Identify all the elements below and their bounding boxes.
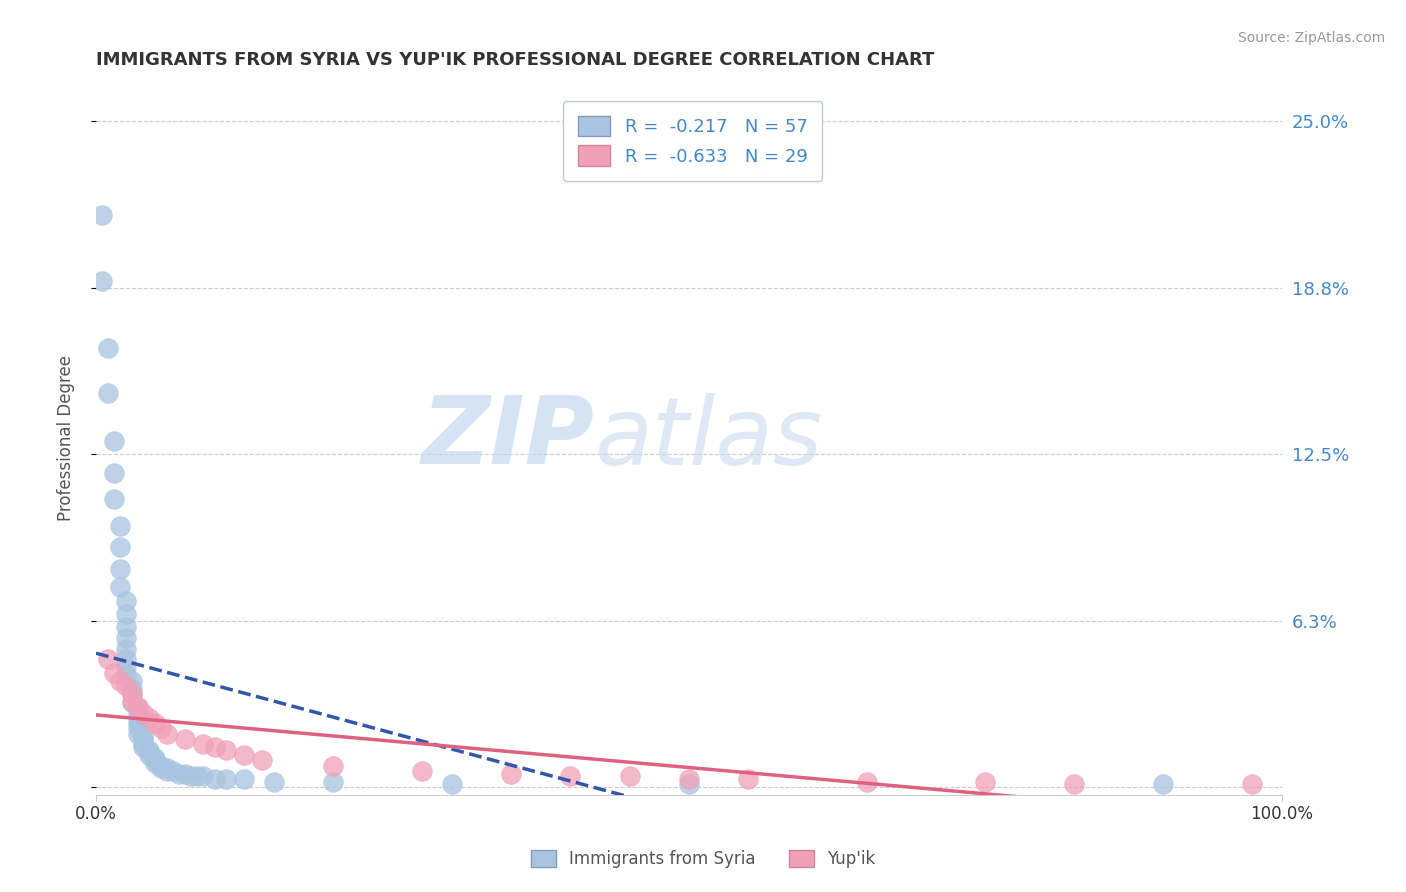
Y-axis label: Professional Degree: Professional Degree bbox=[58, 355, 75, 521]
Point bbox=[150, 722, 173, 736]
Point bbox=[114, 668, 136, 682]
Point bbox=[97, 652, 120, 666]
Point bbox=[322, 758, 344, 772]
Point bbox=[114, 652, 136, 666]
Point bbox=[121, 681, 143, 696]
Point bbox=[114, 593, 136, 607]
Point bbox=[114, 641, 136, 656]
Point bbox=[156, 727, 179, 741]
Point bbox=[138, 748, 160, 763]
Point bbox=[114, 620, 136, 634]
Point bbox=[108, 673, 131, 688]
Point bbox=[233, 772, 256, 786]
Point bbox=[167, 766, 190, 780]
Point bbox=[737, 772, 759, 786]
Text: atlas: atlas bbox=[595, 392, 823, 483]
Point bbox=[322, 774, 344, 789]
Point bbox=[103, 665, 125, 680]
Point bbox=[1152, 777, 1174, 791]
Point bbox=[127, 716, 149, 731]
Point bbox=[204, 740, 226, 755]
Point bbox=[114, 660, 136, 674]
Point bbox=[191, 769, 214, 783]
Point bbox=[108, 519, 131, 533]
Legend: Immigrants from Syria, Yup'ik: Immigrants from Syria, Yup'ik bbox=[524, 843, 882, 875]
Point bbox=[174, 766, 197, 780]
Point bbox=[191, 738, 214, 752]
Point bbox=[132, 730, 155, 744]
Point bbox=[114, 631, 136, 645]
Point bbox=[127, 727, 149, 741]
Point bbox=[250, 754, 273, 768]
Point bbox=[103, 466, 125, 480]
Point bbox=[138, 711, 160, 725]
Text: ZIP: ZIP bbox=[422, 392, 595, 484]
Point bbox=[108, 562, 131, 576]
Point bbox=[162, 764, 184, 778]
Point bbox=[856, 774, 879, 789]
Point bbox=[263, 774, 285, 789]
Point bbox=[127, 706, 149, 720]
Point bbox=[127, 711, 149, 725]
Point bbox=[108, 541, 131, 555]
Point bbox=[132, 740, 155, 755]
Text: IMMIGRANTS FROM SYRIA VS YUP'IK PROFESSIONAL DEGREE CORRELATION CHART: IMMIGRANTS FROM SYRIA VS YUP'IK PROFESSI… bbox=[96, 51, 935, 69]
Legend: R =  -0.217   N = 57, R =  -0.633   N = 29: R = -0.217 N = 57, R = -0.633 N = 29 bbox=[564, 101, 823, 181]
Point bbox=[138, 743, 160, 757]
Point bbox=[121, 687, 143, 701]
Point bbox=[174, 732, 197, 747]
Point bbox=[114, 607, 136, 621]
Point bbox=[97, 386, 120, 401]
Point bbox=[1241, 777, 1264, 791]
Point bbox=[150, 758, 173, 772]
Point bbox=[678, 772, 700, 786]
Point bbox=[180, 769, 202, 783]
Point bbox=[440, 777, 463, 791]
Point bbox=[233, 748, 256, 763]
Point bbox=[143, 756, 166, 770]
Point bbox=[215, 743, 238, 757]
Point bbox=[186, 769, 208, 783]
Point bbox=[127, 700, 149, 714]
Text: Source: ZipAtlas.com: Source: ZipAtlas.com bbox=[1237, 31, 1385, 45]
Point bbox=[132, 706, 155, 720]
Point bbox=[103, 492, 125, 507]
Point bbox=[411, 764, 433, 778]
Point bbox=[678, 777, 700, 791]
Point bbox=[132, 732, 155, 747]
Point bbox=[204, 772, 226, 786]
Point bbox=[150, 761, 173, 775]
Point bbox=[143, 754, 166, 768]
Point bbox=[215, 772, 238, 786]
Point bbox=[560, 769, 582, 783]
Point bbox=[121, 687, 143, 701]
Point bbox=[121, 673, 143, 688]
Point bbox=[97, 341, 120, 355]
Point bbox=[114, 679, 136, 693]
Point bbox=[156, 764, 179, 778]
Point bbox=[138, 746, 160, 760]
Point bbox=[91, 274, 114, 288]
Point bbox=[143, 716, 166, 731]
Point bbox=[103, 434, 125, 448]
Point bbox=[619, 769, 641, 783]
Point bbox=[121, 695, 143, 709]
Point bbox=[121, 695, 143, 709]
Point bbox=[1063, 777, 1085, 791]
Point bbox=[132, 738, 155, 752]
Point bbox=[499, 766, 522, 780]
Point bbox=[156, 761, 179, 775]
Point bbox=[143, 751, 166, 765]
Point bbox=[108, 580, 131, 594]
Point bbox=[974, 774, 997, 789]
Point bbox=[127, 722, 149, 736]
Point bbox=[127, 700, 149, 714]
Point bbox=[91, 207, 114, 221]
